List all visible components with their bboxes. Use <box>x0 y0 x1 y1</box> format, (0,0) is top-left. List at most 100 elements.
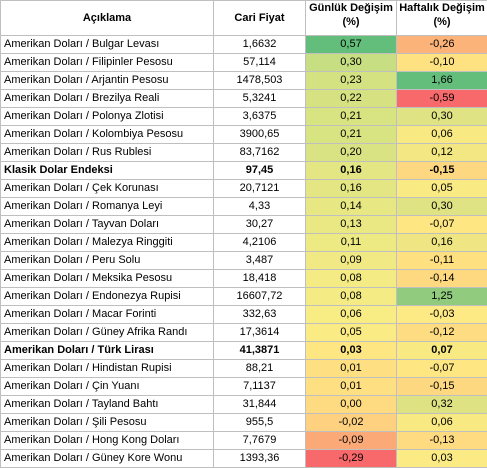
row-weekly-change-cell: 0,06 <box>397 126 487 144</box>
row-name-cell: Amerikan Doları / Güney Afrika Randı <box>1 324 214 342</box>
row-price-cell: 1478,503 <box>214 72 306 90</box>
row-price-cell: 7,7679 <box>214 432 306 450</box>
row-weekly-change-cell: -0,10 <box>397 54 487 72</box>
row-weekly-change-cell: -0,26 <box>397 36 487 54</box>
header-description: Açıklama <box>1 1 214 36</box>
row-price-cell: 332,63 <box>214 306 306 324</box>
row-weekly-change-cell: 1,25 <box>397 288 487 306</box>
row-weekly-change-cell: 0,06 <box>397 414 487 432</box>
row-price-cell: 3,487 <box>214 252 306 270</box>
row-name-cell: Amerikan Doları / Türk Lirası <box>1 342 214 360</box>
row-name-cell: Amerikan Doları / Meksika Pesosu <box>1 270 214 288</box>
row-weekly-change-cell: -0,15 <box>397 378 487 396</box>
row-name-cell: Amerikan Doları / Bulgar Levası <box>1 36 214 54</box>
row-daily-change-cell: 0,09 <box>306 252 397 270</box>
row-daily-change-cell: 0,14 <box>306 198 397 216</box>
row-price-cell: 3,6375 <box>214 108 306 126</box>
row-name-cell: Amerikan Doları / Peru Solu <box>1 252 214 270</box>
row-weekly-change-cell: 0,12 <box>397 144 487 162</box>
row-weekly-change-cell: -0,07 <box>397 360 487 378</box>
row-price-cell: 1,6632 <box>214 36 306 54</box>
row-daily-change-cell: 0,57 <box>306 36 397 54</box>
row-weekly-change-cell: 0,32 <box>397 396 487 414</box>
row-price-cell: 18,418 <box>214 270 306 288</box>
row-daily-change-cell: 0,23 <box>306 72 397 90</box>
row-name-cell: Amerikan Doları / Polonya Zlotisi <box>1 108 214 126</box>
row-price-cell: 41,3871 <box>214 342 306 360</box>
row-name-cell: Klasik Dolar Endeksi <box>1 162 214 180</box>
row-daily-change-cell: 0,05 <box>306 324 397 342</box>
row-daily-change-cell: -0,02 <box>306 414 397 432</box>
header-weekly-label: Haftalık Değişim <box>399 2 485 14</box>
row-daily-change-cell: 0,16 <box>306 180 397 198</box>
row-weekly-change-cell: -0,11 <box>397 252 487 270</box>
row-name-cell: Amerikan Doları / Tayvan Doları <box>1 216 214 234</box>
row-daily-change-cell: 0,01 <box>306 378 397 396</box>
row-name-cell: Amerikan Doları / Rus Rublesi <box>1 144 214 162</box>
row-weekly-change-cell: -0,15 <box>397 162 487 180</box>
row-name-cell: Amerikan Doları / Endonezya Rupisi <box>1 288 214 306</box>
header-daily-change: Günlük Değişim (%) <box>306 1 397 36</box>
row-name-cell: Amerikan Doları / Kolombiya Pesosu <box>1 126 214 144</box>
row-name-cell: Amerikan Doları / Çek Korunası <box>1 180 214 198</box>
row-daily-change-cell: 0,13 <box>306 216 397 234</box>
row-name-cell: Amerikan Doları / Filipinler Pesosu <box>1 54 214 72</box>
row-weekly-change-cell: 0,30 <box>397 198 487 216</box>
header-weekly-change: Haftalık Değişim (%) <box>397 1 487 36</box>
header-daily-unit: (%) <box>342 16 359 28</box>
row-price-cell: 16607,72 <box>214 288 306 306</box>
row-daily-change-cell: 0,30 <box>306 54 397 72</box>
row-price-cell: 31,844 <box>214 396 306 414</box>
row-weekly-change-cell: -0,13 <box>397 432 487 450</box>
row-daily-change-cell: 0,21 <box>306 126 397 144</box>
row-daily-change-cell: 0,03 <box>306 342 397 360</box>
row-price-cell: 3900,65 <box>214 126 306 144</box>
header-row: Açıklama Cari Fiyat Günlük Değişim (%) H… <box>1 1 487 36</box>
row-price-cell: 4,2106 <box>214 234 306 252</box>
header-price: Cari Fiyat <box>214 1 306 36</box>
row-name-cell: Amerikan Doları / Macar Forinti <box>1 306 214 324</box>
row-daily-change-cell: 0,08 <box>306 270 397 288</box>
row-name-cell: Amerikan Doları / Brezilya Reali <box>1 90 214 108</box>
row-daily-change-cell: 0,06 <box>306 306 397 324</box>
row-price-cell: 57,114 <box>214 54 306 72</box>
row-price-cell: 97,45 <box>214 162 306 180</box>
row-name-cell: Amerikan Doları / Hong Kong Doları <box>1 432 214 450</box>
row-price-cell: 955,5 <box>214 414 306 432</box>
row-weekly-change-cell: -0,59 <box>397 90 487 108</box>
row-daily-change-cell: 0,00 <box>306 396 397 414</box>
row-price-cell: 20,7121 <box>214 180 306 198</box>
row-name-cell: Amerikan Doları / Romanya Leyi <box>1 198 214 216</box>
row-name-cell: Amerikan Doları / Arjantin Pesosu <box>1 72 214 90</box>
row-weekly-change-cell: -0,14 <box>397 270 487 288</box>
row-weekly-change-cell: 0,07 <box>397 342 487 360</box>
row-daily-change-cell: 0,21 <box>306 108 397 126</box>
header-weekly-unit: (%) <box>433 16 450 28</box>
row-weekly-change-cell: 0,16 <box>397 234 487 252</box>
row-name-cell: Amerikan Doları / Malezya Ringgiti <box>1 234 214 252</box>
row-daily-change-cell: 0,22 <box>306 90 397 108</box>
row-price-cell: 30,27 <box>214 216 306 234</box>
row-price-cell: 5,3241 <box>214 90 306 108</box>
row-daily-change-cell: 0,08 <box>306 288 397 306</box>
row-daily-change-cell: 0,01 <box>306 360 397 378</box>
